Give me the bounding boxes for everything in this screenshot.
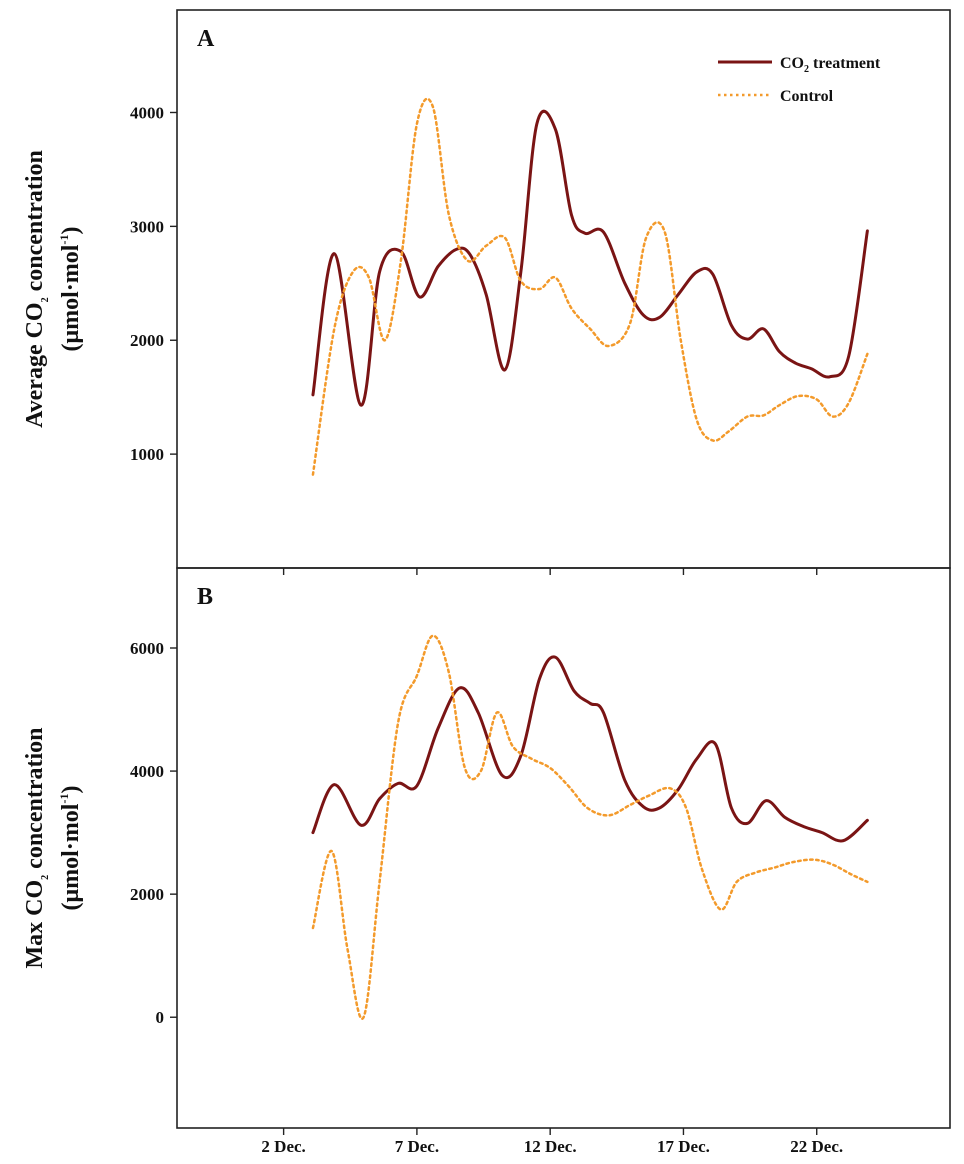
- control-line: [311, 97, 869, 476]
- panel-label: A: [197, 26, 215, 52]
- y-tick-label: 2000: [130, 331, 164, 350]
- legend-label-co2: CO2 treatment: [780, 55, 881, 75]
- legend-label-control: Control: [780, 88, 834, 105]
- y-tick-label: 0: [156, 1008, 165, 1027]
- y-tick-label: 4000: [130, 762, 164, 781]
- y-axis-label-line-2: (μmol·mol-1): [57, 227, 84, 352]
- panel-b: 0 2000 4000 6000 2 Dec. 7 Dec. 12 Dec. 17 Dec. 2…: [22, 567, 951, 1156]
- x-tick-label: 2 Dec.: [261, 1137, 305, 1156]
- y-tick-label: 3000: [130, 217, 164, 236]
- y-tick-label: 4000: [130, 103, 164, 122]
- x-tick-label: 22 Dec.: [790, 1137, 843, 1156]
- panel-label: B: [197, 584, 213, 610]
- control-line: [311, 634, 869, 1021]
- y-axis-label-line-1: Max CO2 concentration: [22, 728, 51, 969]
- co2-treatment-line: [311, 109, 869, 407]
- y-axis-label-line-1: Average CO2 concentration: [22, 150, 51, 428]
- y-axis-label-line-2: (μmol·mol-1): [57, 786, 84, 911]
- panel-a: 1000 2000 3000 4000 A Average CO2 concentrati…: [22, 9, 951, 575]
- plot-frame: [176, 567, 951, 1129]
- y-tick-label: 2000: [130, 885, 164, 904]
- y-tick-label: 1000: [130, 445, 164, 464]
- x-tick-label: 17 Dec.: [657, 1137, 710, 1156]
- x-tick-label: 7 Dec.: [395, 1137, 439, 1156]
- co2-treatment-line: [311, 655, 869, 843]
- y-tick-label: 6000: [130, 639, 164, 658]
- x-tick-label: 12 Dec.: [524, 1137, 577, 1156]
- legend: CO2 treatment Control: [718, 55, 881, 105]
